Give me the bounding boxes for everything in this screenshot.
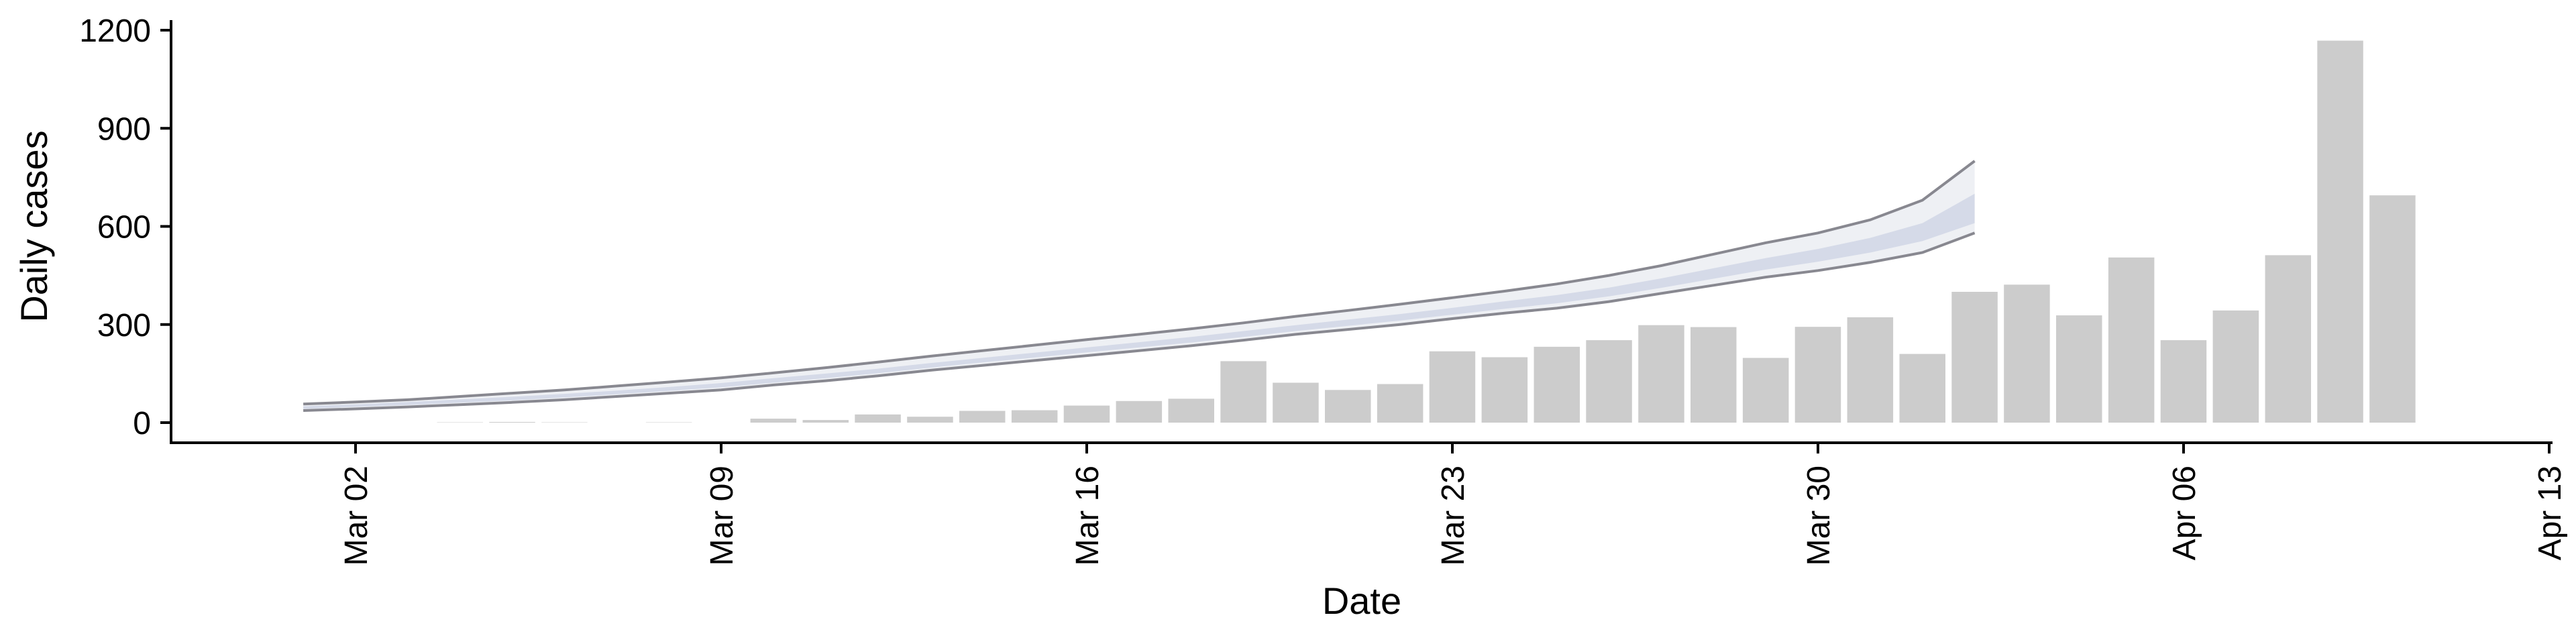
- y-tick-label: 1200: [79, 13, 151, 49]
- case-bar: [1063, 405, 1110, 423]
- y-axis-ticks: 0 300 600 900 1200: [79, 13, 171, 441]
- case-bar: [1534, 346, 1580, 423]
- y-tick-label: 900: [97, 111, 151, 147]
- case-bar: [1638, 325, 1684, 423]
- case-bar: [1116, 400, 1163, 423]
- y-axis-title: Daily cases: [13, 130, 55, 322]
- case-bar: [1847, 317, 1894, 423]
- case-bar: [2108, 257, 2155, 423]
- x-tick-label: Mar 09: [704, 466, 740, 566]
- forecast-upper-line: [303, 160, 1976, 406]
- case-bar: [2369, 195, 2416, 423]
- case-bar: [2212, 310, 2259, 423]
- case-bar: [959, 411, 1006, 423]
- case-bar: [2160, 340, 2207, 423]
- x-tick-label: Apr 13: [2532, 466, 2568, 560]
- x-tick-label: Mar 16: [1070, 466, 1106, 566]
- case-bar: [1429, 351, 1476, 423]
- x-tick-label: Apr 06: [2167, 466, 2202, 560]
- case-bars: [437, 40, 2416, 423]
- forecast-lower-line: [303, 231, 1976, 412]
- case-bar: [1586, 340, 1632, 423]
- y-tick-label: 300: [97, 308, 151, 343]
- x-tick-label: Mar 02: [339, 466, 374, 566]
- y-tick-label: 600: [97, 210, 151, 246]
- case-bar: [1168, 398, 1214, 423]
- case-bar: [2056, 315, 2102, 423]
- x-tick-label: Mar 23: [1436, 466, 1471, 566]
- forecast-bands: [303, 161, 1975, 411]
- x-axis-ticks: Mar 02 Mar 09 Mar 16 Mar 23 Mar 30 Apr 06 Apr …: [339, 443, 2568, 566]
- case-bar: [1742, 358, 1789, 423]
- case-bar: [1899, 354, 1945, 423]
- case-bar: [1481, 357, 1528, 423]
- forecast-bound-lines: [303, 160, 1976, 412]
- case-bar: [489, 422, 535, 423]
- y-tick-label: 0: [133, 406, 151, 441]
- case-bar: [855, 414, 901, 423]
- case-bar: [1794, 327, 1841, 423]
- case-bar: [1273, 382, 1319, 423]
- case-bar: [750, 419, 797, 423]
- case-bar: [2265, 255, 2311, 423]
- case-bar: [2317, 40, 2363, 423]
- case-bar: [1220, 361, 1267, 423]
- case-bar: [1377, 384, 1424, 423]
- case-bar: [907, 417, 953, 423]
- case-bar: [1951, 292, 1998, 423]
- case-bar: [802, 420, 849, 423]
- case-bar: [2004, 284, 2050, 423]
- x-axis-title: Date: [1322, 580, 1401, 622]
- case-bar: [1325, 390, 1371, 423]
- case-bar: [1011, 410, 1058, 423]
- x-tick-label: Mar 30: [1801, 466, 1837, 566]
- case-bar: [1690, 327, 1737, 423]
